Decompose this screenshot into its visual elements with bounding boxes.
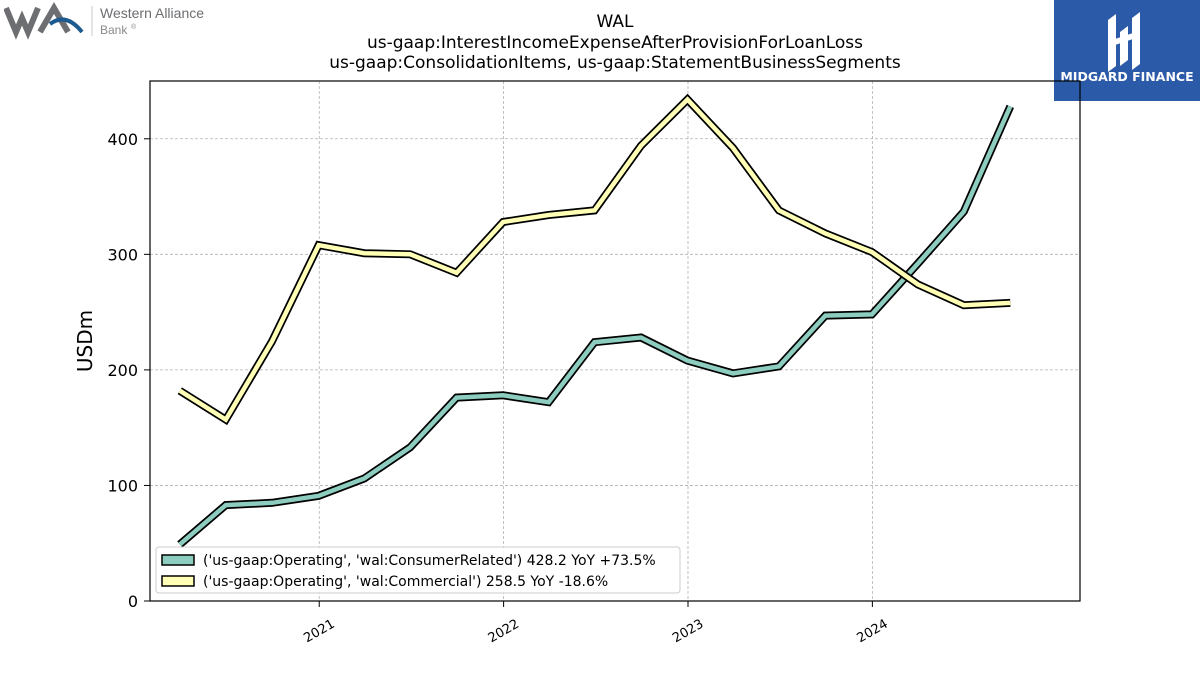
series-0-outline (177, 104, 1014, 548)
legend-label-0: ('us-gaap:Operating', 'wal:ConsumerRelat… (203, 553, 656, 569)
legend-box (155, 546, 681, 594)
y-tick-label: 0 (128, 592, 138, 611)
chart-title-line-1: WAL (597, 12, 635, 32)
legend: ('us-gaap:Operating', 'wal:ConsumerRelat… (155, 546, 681, 594)
wal-logo-sub: Bank (100, 23, 128, 37)
series-layer (177, 93, 1014, 548)
x-tick-label: 2022 (486, 617, 522, 647)
wal-logo-mark: ® (131, 23, 137, 31)
chart-title-line-2: us-gaap:InterestIncomeExpenseAfterProvis… (367, 33, 863, 53)
chart-title-line-3: us-gaap:ConsolidationItems, us-gaap:Stat… (329, 53, 901, 73)
y-tick-label: 400 (107, 130, 138, 149)
legend-swatch-1 (161, 575, 195, 587)
x-tick-label: 2024 (855, 617, 891, 647)
midgard-logo-name: MIDGARD FINANCE (1060, 69, 1193, 84)
plot-frame (149, 80, 1081, 602)
y-tick-label: 100 (107, 476, 138, 495)
y-tick-label: 300 (107, 245, 138, 264)
series-1-line (178, 96, 1011, 423)
chart-title: WAL us-gaap:InterestIncomeExpenseAfterPr… (329, 12, 901, 73)
x-tick-label: 2023 (670, 617, 706, 647)
y-tick-label: 200 (107, 361, 138, 380)
wal-logo-name: Western Alliance (100, 5, 204, 21)
x-tick-label: 2021 (301, 617, 337, 647)
legend-label-1: ('us-gaap:Operating', 'wal:Commercial') … (203, 574, 608, 590)
axes: 0 100 200 300 400 2021 2022 2023 2024 (107, 130, 890, 646)
legend-swatch-0 (161, 554, 195, 566)
y-axis-label: USDm (73, 310, 97, 372)
western-alliance-logo: Western Alliance Bank ® (3, 2, 234, 42)
midgard-finance-logo: MIDGARD FINANCE (1054, 0, 1200, 101)
series-0-line (178, 105, 1013, 547)
